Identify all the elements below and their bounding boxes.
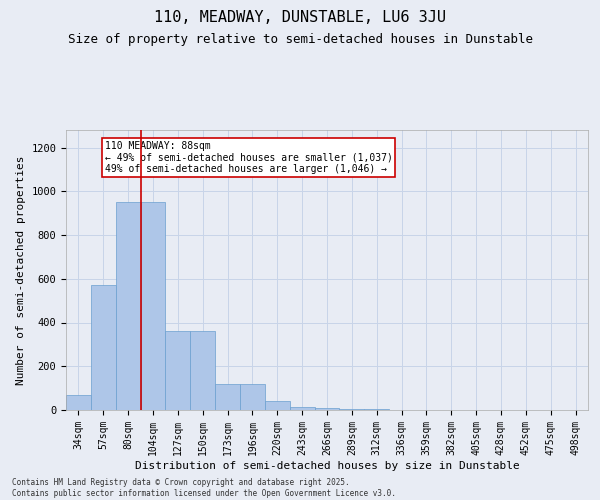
Text: 110, MEADWAY, DUNSTABLE, LU6 3JU: 110, MEADWAY, DUNSTABLE, LU6 3JU	[154, 10, 446, 25]
X-axis label: Distribution of semi-detached houses by size in Dunstable: Distribution of semi-detached houses by …	[134, 460, 520, 470]
Bar	[166, 331, 190, 410]
Text: Size of property relative to semi-detached houses in Dunstable: Size of property relative to semi-detach…	[67, 32, 533, 46]
Text: 110 MEADWAY: 88sqm
← 49% of semi-detached houses are smaller (1,037)
49% of semi: 110 MEADWAY: 88sqm ← 49% of semi-detache…	[104, 141, 392, 174]
Bar	[265, 401, 290, 410]
Bar	[116, 202, 140, 410]
Y-axis label: Number of semi-detached properties: Number of semi-detached properties	[16, 155, 26, 385]
Text: Contains HM Land Registry data © Crown copyright and database right 2025.
Contai: Contains HM Land Registry data © Crown c…	[12, 478, 396, 498]
Bar	[190, 331, 215, 410]
Bar	[240, 384, 265, 410]
Bar	[215, 384, 240, 410]
Bar	[140, 202, 166, 410]
Bar	[340, 409, 364, 410]
Bar	[91, 286, 116, 410]
Bar	[290, 406, 314, 410]
Bar	[314, 408, 340, 410]
Bar	[66, 394, 91, 410]
